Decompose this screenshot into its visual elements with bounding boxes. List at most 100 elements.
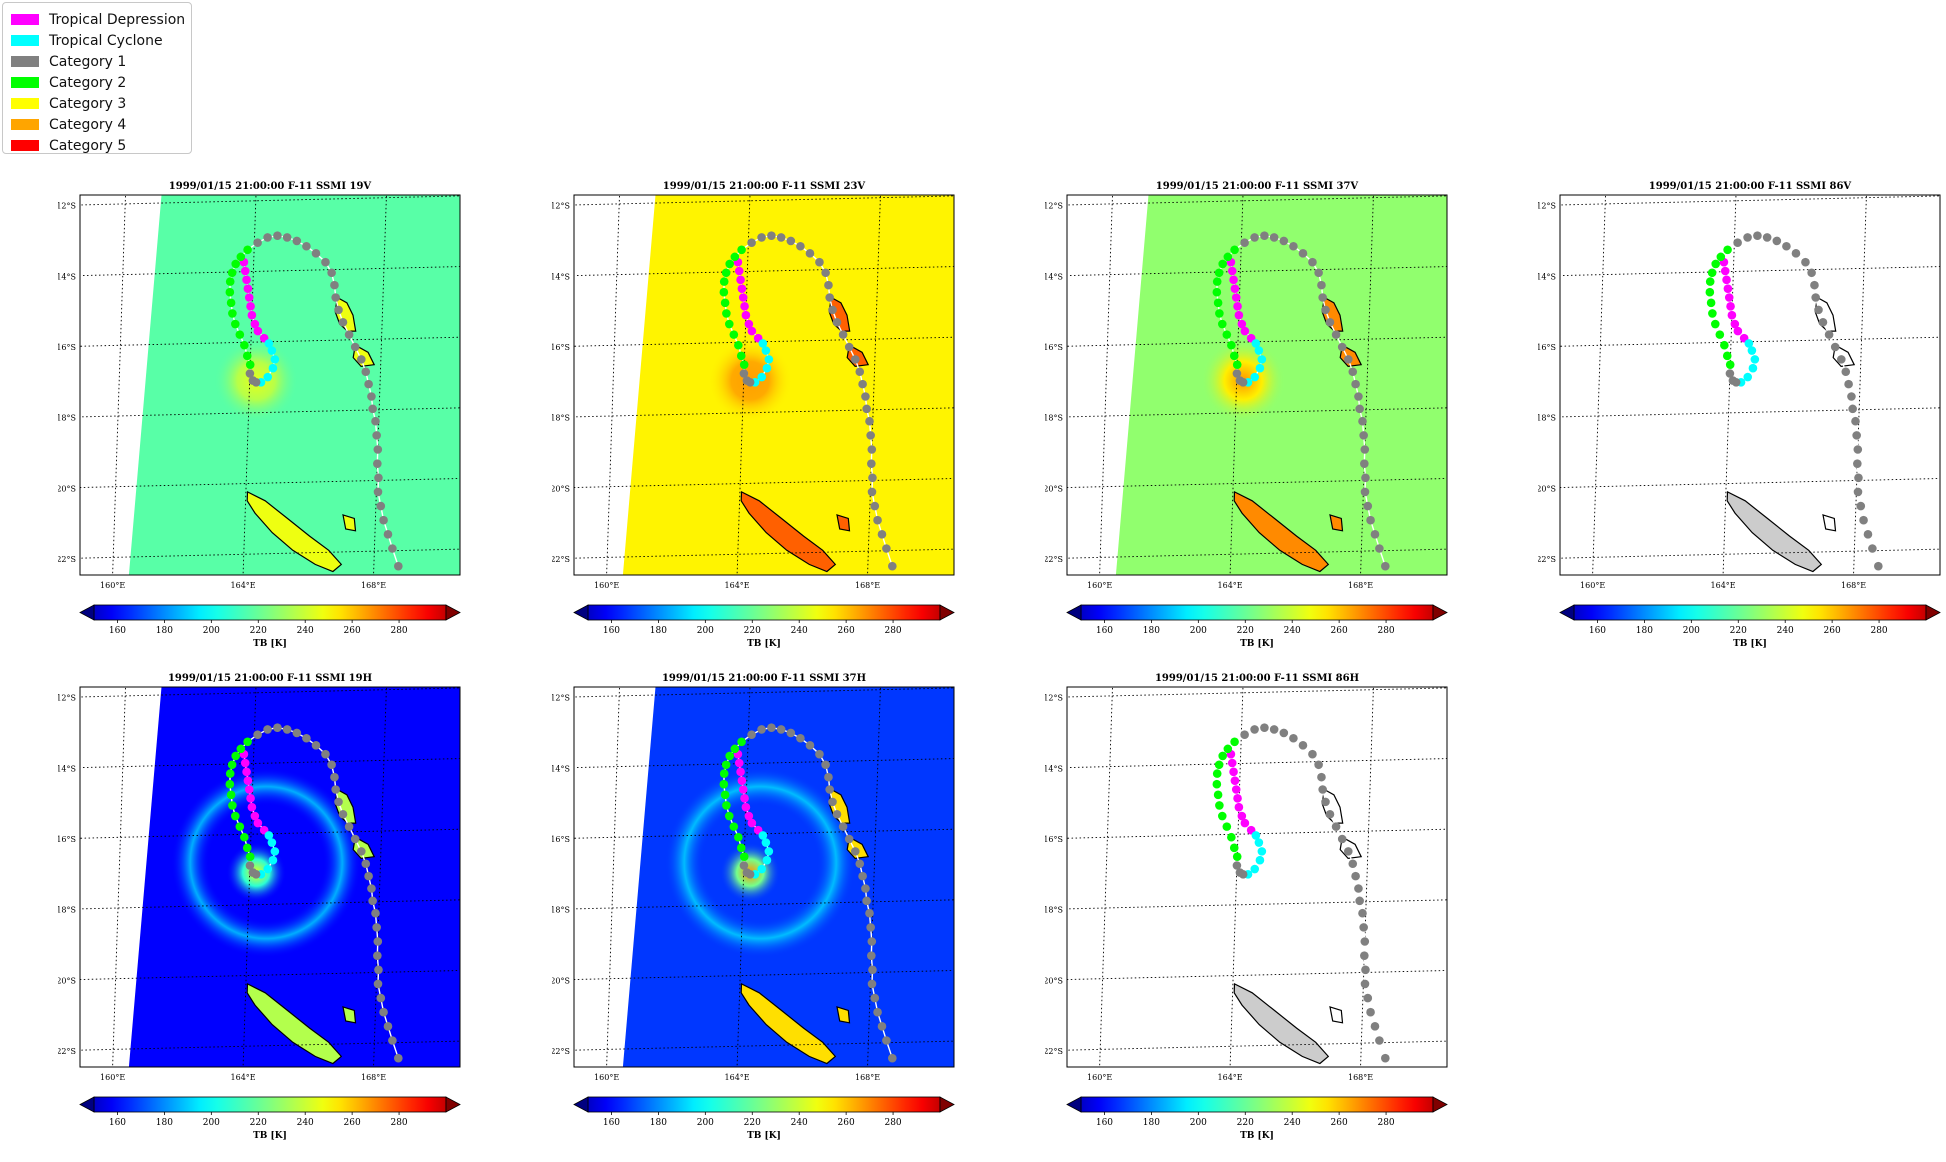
lifou-island — [1329, 1006, 1344, 1024]
colorbar — [587, 1096, 941, 1113]
colorbar-tick-label: 260 — [344, 626, 361, 636]
track-point — [231, 751, 240, 761]
new-caledonia-island — [1726, 490, 1823, 573]
colorbar-tick-label: 200 — [697, 1118, 714, 1128]
map-svg: 1999/01/15 21:00:00 F-11 SSMI 86H 12°S 14°… — [1045, 673, 1448, 1140]
vanuatu-malekula-island — [1339, 836, 1363, 860]
track-point — [1230, 284, 1240, 293]
track-point — [364, 379, 373, 389]
track-point — [742, 376, 752, 385]
lon-tick-label: 160°E — [1087, 1073, 1112, 1082]
track-point — [1748, 363, 1758, 373]
track-point — [1720, 266, 1730, 276]
colorbar-tick-label: 280 — [884, 1118, 901, 1128]
track-point — [742, 868, 752, 877]
legend-item: Tropical Depression — [11, 9, 185, 30]
colorbar-tick-label: 260 — [838, 1118, 855, 1128]
track-point — [225, 769, 235, 778]
track-point — [776, 233, 786, 242]
track-point — [1298, 249, 1308, 258]
track-point — [373, 979, 383, 989]
track-point — [1289, 241, 1298, 251]
track-point — [719, 287, 729, 297]
track-point — [1366, 515, 1375, 525]
track-point — [1234, 802, 1244, 812]
track-point — [1707, 268, 1717, 278]
track-point — [242, 767, 251, 777]
track-point — [1814, 305, 1823, 315]
lon-tick-label: 168°E — [361, 581, 386, 590]
colorbar-tick-label: 200 — [203, 626, 220, 636]
track-point — [334, 797, 343, 807]
legend-label: Tropical Cyclone — [49, 32, 163, 49]
track-point — [243, 776, 253, 785]
legend-item: Category 5 — [11, 135, 183, 156]
track-point — [739, 360, 749, 369]
track-point — [1321, 305, 1330, 315]
track-point — [1231, 785, 1241, 794]
lon-tick-label: 164°E — [1711, 581, 1736, 590]
lon-tick-label: 164°E — [1218, 581, 1243, 590]
track-point — [1298, 741, 1308, 750]
track-point — [719, 277, 729, 286]
track-point — [1706, 298, 1716, 308]
track-point — [877, 1022, 887, 1031]
lat-tick-label: 16°S — [58, 343, 76, 352]
track-point — [228, 801, 237, 810]
track-point — [367, 392, 376, 401]
track-point — [1250, 864, 1260, 874]
track-point — [1359, 431, 1368, 440]
track-point — [1337, 342, 1347, 352]
track-point — [1232, 861, 1242, 870]
track-point — [1227, 758, 1237, 768]
track-point — [741, 310, 751, 320]
track-point — [374, 473, 383, 483]
track-point — [867, 487, 877, 497]
colorbar-label: TB [K] — [253, 1131, 287, 1140]
track-point — [356, 355, 366, 364]
track-point — [1366, 1007, 1375, 1017]
colorbar-tick-label: 160 — [1096, 1118, 1113, 1128]
colorbar-tick-label: 240 — [297, 1118, 314, 1128]
track-point — [862, 896, 871, 906]
track-point — [867, 979, 877, 989]
track-point — [767, 723, 776, 732]
track-point — [719, 779, 729, 789]
track-point — [888, 1053, 897, 1063]
track-point — [1233, 302, 1242, 311]
track-point — [245, 369, 255, 378]
colorbar-tick-label: 160 — [109, 1118, 126, 1128]
track-point — [736, 843, 746, 853]
track-point — [724, 319, 734, 329]
colorbar-tick-label: 260 — [1331, 1118, 1348, 1128]
track-point — [758, 831, 768, 840]
track-point — [720, 790, 730, 800]
lifou-island — [342, 514, 357, 532]
track-point — [1240, 818, 1250, 828]
track-point — [1325, 809, 1335, 819]
track-point — [1750, 355, 1760, 364]
track-point — [877, 530, 887, 539]
track-point — [1722, 275, 1731, 285]
track-point — [1711, 259, 1720, 269]
track-point — [1289, 733, 1298, 743]
lat-tick-label: 14°S — [1045, 764, 1063, 773]
track-point — [228, 309, 237, 318]
track-point — [815, 257, 824, 267]
track-point — [1232, 360, 1242, 369]
track-point — [832, 317, 842, 327]
new-caledonia-island — [1233, 490, 1330, 573]
track-point — [1254, 346, 1264, 355]
track-point — [376, 501, 386, 511]
lat-tick-label: 14°S — [552, 764, 570, 773]
track-point — [394, 1053, 403, 1063]
lat-tick-label: 22°S — [58, 555, 76, 564]
colorbar-extend-low — [573, 604, 589, 621]
colorbar-tick-label: 180 — [156, 1118, 173, 1128]
map-frame — [79, 194, 461, 576]
track-point — [1844, 379, 1853, 389]
track-point — [725, 751, 734, 761]
colorbar-extend-low — [1559, 604, 1575, 621]
colorbar-extend-high — [1432, 604, 1448, 621]
colorbar-tick-label: 160 — [603, 626, 620, 636]
